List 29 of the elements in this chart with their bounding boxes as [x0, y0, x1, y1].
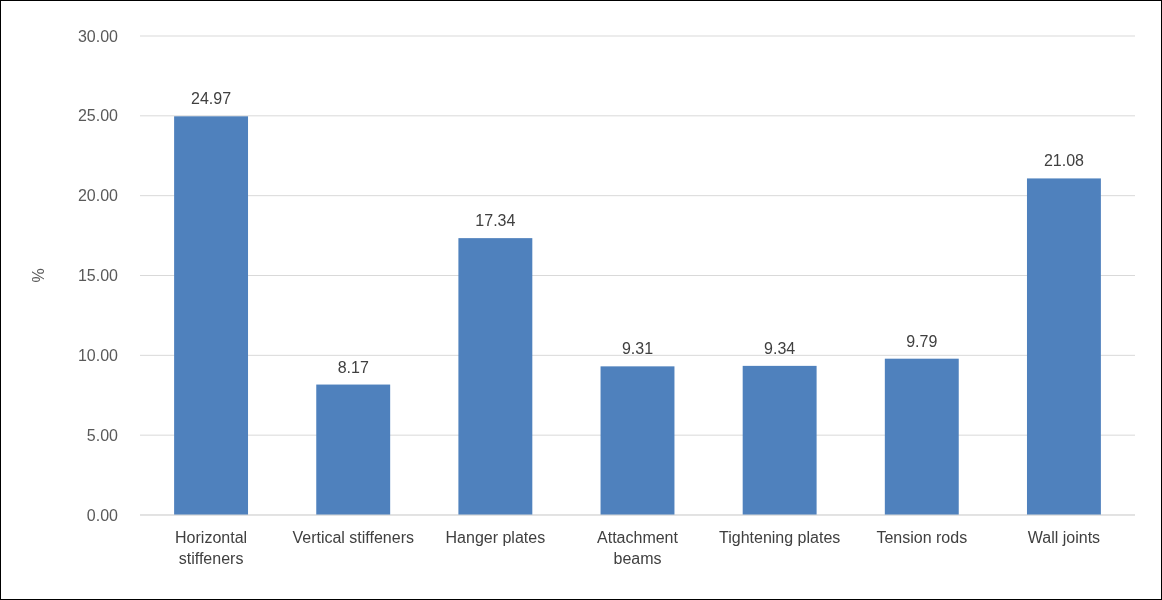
bar — [174, 116, 249, 515]
bar — [884, 358, 959, 515]
bar — [458, 238, 533, 515]
x-tick-label: Attachment beams — [597, 529, 679, 567]
y-tick-label: 25.00 — [77, 107, 119, 125]
data-label: 9.34 — [764, 339, 796, 357]
x-tick-label: Wall joints — [1027, 529, 1101, 546]
x-tick-label: Vertical stiffeners — [292, 529, 414, 546]
x-tick-label: Horizontal stiffeners — [175, 529, 248, 567]
y-tick-label: 0.00 — [86, 506, 119, 524]
y-tick-label: 15.00 — [77, 267, 119, 285]
data-label: 9.79 — [906, 332, 938, 350]
x-tick-label: Tightening plates — [719, 529, 841, 546]
data-label: 9.31 — [621, 340, 654, 358]
x-tick-label: Hanger plates — [445, 529, 546, 546]
bar — [742, 365, 817, 515]
y-axis-title: % — [30, 268, 47, 283]
data-label: 8.17 — [337, 358, 369, 376]
bar — [600, 366, 675, 515]
y-tick-label: 30.00 — [77, 27, 119, 45]
y-tick-label: 10.00 — [77, 346, 119, 364]
y-tick-label: 5.00 — [86, 426, 119, 444]
bar — [316, 384, 391, 515]
bar — [1026, 178, 1101, 515]
data-label: 24.97 — [191, 90, 232, 108]
data-label: 17.34 — [475, 212, 516, 230]
x-tick-label: Tension rods — [876, 529, 968, 546]
data-label: 21.08 — [1043, 152, 1085, 170]
y-tick-label: 20.00 — [77, 187, 119, 205]
